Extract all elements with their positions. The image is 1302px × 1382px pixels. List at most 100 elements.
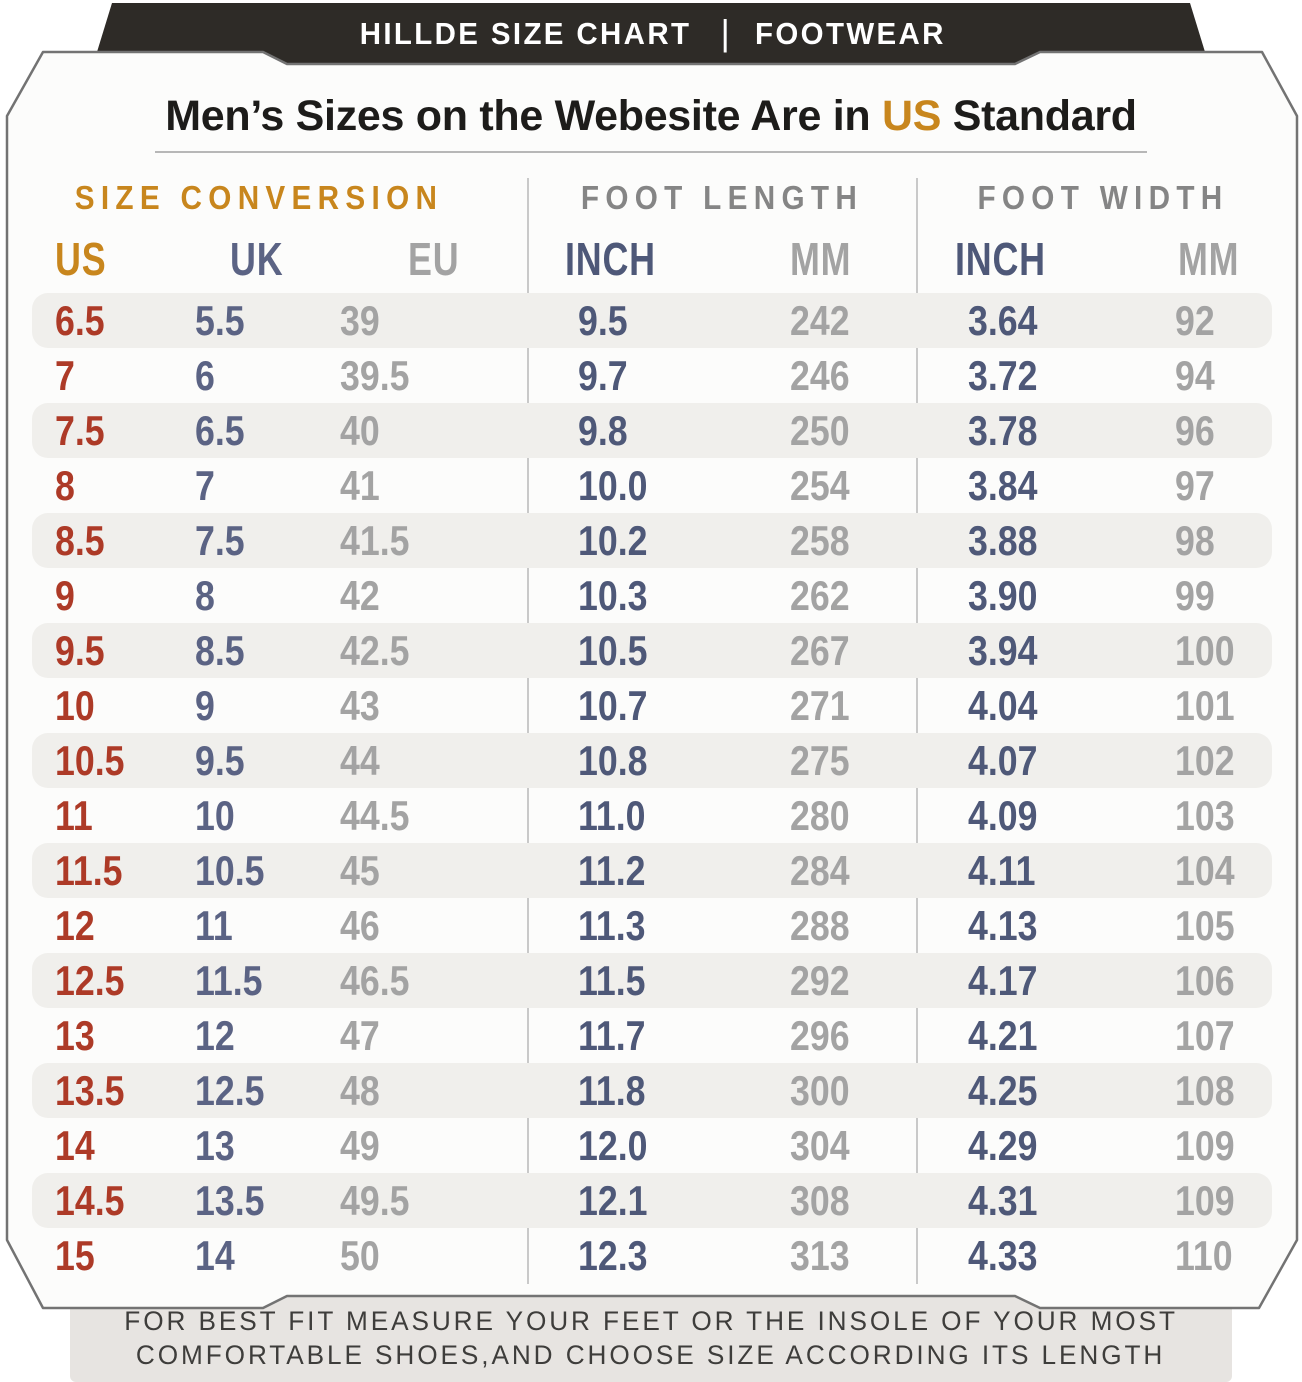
table-row: 11 10 44.5 11.0 280 4.09 103 [32, 788, 1272, 843]
banner-brand-text: HILLDE SIZE CHART [360, 16, 692, 51]
cell-width-mm: 109 [1175, 1177, 1235, 1224]
cell-eu: 42 [340, 572, 380, 619]
table-row: 11.5 10.5 45 11.2 284 4.11 104 [32, 843, 1272, 898]
top-banner: HILLDE SIZE CHART | FOOTWEAR [93, 3, 1209, 65]
column-divider-right [916, 178, 918, 1284]
cell-length-mm: 284 [790, 847, 850, 894]
cell-width-inch: 3.64 [968, 297, 1038, 344]
cell-width-inch: 4.04 [968, 682, 1038, 729]
table-row: 15 14 50 12.3 313 4.33 110 [32, 1228, 1272, 1283]
cell-length-mm: 254 [790, 462, 850, 509]
cell-width-mm: 103 [1175, 792, 1235, 839]
cell-width-mm: 104 [1175, 847, 1235, 894]
cell-eu: 40 [340, 407, 380, 454]
cell-eu: 44.5 [340, 792, 410, 839]
cell-us: 8.5 [55, 517, 105, 564]
cell-eu: 41.5 [340, 517, 410, 564]
group-header-size-conversion: SIZE CONVERSION [74, 179, 444, 216]
cell-length-mm: 304 [790, 1122, 850, 1169]
banner-category-text: FOOTWEAR [754, 16, 946, 51]
cell-eu: 47 [340, 1012, 380, 1059]
cell-uk: 10 [195, 792, 235, 839]
cell-uk: 10.5 [195, 847, 265, 894]
cell-length-inch: 9.5 [578, 297, 628, 344]
cell-length-inch: 9.8 [578, 407, 628, 454]
cell-us: 12.5 [55, 957, 125, 1004]
cell-us: 10 [55, 682, 95, 729]
cell-eu: 46.5 [340, 957, 410, 1004]
cell-eu: 43 [340, 682, 380, 729]
table-row: 8.5 7.5 41.5 10.2 258 3.88 98 [32, 513, 1272, 568]
cell-width-inch: 3.72 [968, 352, 1038, 399]
cell-width-mm: 97 [1175, 462, 1215, 509]
banner-separator: | [720, 11, 730, 53]
cell-width-mm: 107 [1175, 1012, 1235, 1059]
cell-width-mm: 109 [1175, 1122, 1235, 1169]
cell-width-mm: 96 [1175, 407, 1215, 454]
cell-width-inch: 4.25 [968, 1067, 1038, 1114]
size-table-body: 6.5 5.5 39 9.5 242 3.64 92 7 6 39.5 9.7 … [32, 293, 1272, 1283]
cell-us: 9.5 [55, 627, 105, 674]
cell-width-mm: 98 [1175, 517, 1215, 564]
cell-uk: 11.5 [195, 957, 263, 1004]
cell-width-inch: 4.09 [968, 792, 1038, 839]
table-row: 10.5 9.5 44 10.8 275 4.07 102 [32, 733, 1272, 788]
cell-us: 14 [55, 1122, 95, 1169]
cell-width-inch: 4.29 [968, 1122, 1038, 1169]
cell-eu: 44 [340, 737, 380, 784]
cell-length-mm: 308 [790, 1177, 850, 1224]
cell-length-inch: 12.1 [578, 1177, 648, 1224]
cell-eu: 48 [340, 1067, 380, 1114]
title-suffix: Standard [941, 92, 1137, 140]
footer-line-2: COMFORTABLE SHOES,AND CHOOSE SIZE ACCORD… [136, 1340, 1166, 1370]
group-header-foot-width: FOOT WIDTH [977, 179, 1229, 216]
table-row: 8 7 41 10.0 254 3.84 97 [32, 458, 1272, 513]
table-row: 14.5 13.5 49.5 12.1 308 4.31 109 [32, 1173, 1272, 1228]
cell-length-inch: 11.7 [578, 1012, 646, 1059]
column-header-row: US UK EU INCH MM INCH MM [32, 228, 1272, 290]
cell-width-inch: 4.07 [968, 737, 1038, 784]
cell-us: 6.5 [55, 297, 105, 344]
cell-us: 11.5 [55, 847, 123, 894]
cell-eu: 39 [340, 297, 380, 344]
cell-length-mm: 313 [790, 1232, 850, 1279]
cell-uk: 12.5 [195, 1067, 265, 1114]
cell-uk: 7.5 [195, 517, 245, 564]
cell-width-inch: 4.33 [968, 1232, 1038, 1279]
cell-width-inch: 4.17 [968, 957, 1038, 1004]
cell-uk: 8 [195, 572, 215, 619]
cell-length-inch: 11.2 [578, 847, 646, 894]
cell-width-inch: 3.84 [968, 462, 1038, 509]
cell-length-inch: 10.8 [578, 737, 648, 784]
cell-length-mm: 250 [790, 407, 850, 454]
cell-width-inch: 4.21 [968, 1012, 1038, 1059]
cell-width-inch: 3.94 [968, 627, 1038, 674]
table-row: 7 6 39.5 9.7 246 3.72 94 [32, 348, 1272, 403]
cell-length-inch: 11.8 [578, 1067, 646, 1114]
cell-uk: 12 [195, 1012, 235, 1059]
cell-length-mm: 267 [790, 627, 850, 674]
cell-width-mm: 99 [1175, 572, 1215, 619]
cell-us: 11 [55, 792, 93, 839]
cell-width-mm: 106 [1175, 957, 1235, 1004]
cell-eu: 42.5 [340, 627, 410, 674]
cell-width-inch: 4.31 [968, 1177, 1038, 1224]
cell-uk: 7 [195, 462, 215, 509]
footer-note-band: FOR BEST FIT MEASURE YOUR FEET OR THE IN… [70, 1260, 1232, 1382]
cell-length-mm: 288 [790, 902, 850, 949]
table-row: 12.5 11.5 46.5 11.5 292 4.17 106 [32, 953, 1272, 1008]
cell-width-mm: 100 [1175, 627, 1235, 674]
cell-length-mm: 275 [790, 737, 850, 784]
footer-line-1: FOR BEST FIT MEASURE YOUR FEET OR THE IN… [124, 1306, 1178, 1336]
cell-length-mm: 296 [790, 1012, 850, 1059]
title-underline [155, 151, 1147, 153]
cell-uk: 6.5 [195, 407, 245, 454]
cell-length-mm: 300 [790, 1067, 850, 1114]
cell-eu: 49.5 [340, 1177, 410, 1224]
cell-uk: 13 [195, 1122, 235, 1169]
cell-eu: 39.5 [340, 352, 410, 399]
cell-us: 15 [55, 1232, 95, 1279]
table-row: 13 12 47 11.7 296 4.21 107 [32, 1008, 1272, 1063]
table-row: 10 9 43 10.7 271 4.04 101 [32, 678, 1272, 733]
cell-width-inch: 4.11 [968, 847, 1036, 894]
